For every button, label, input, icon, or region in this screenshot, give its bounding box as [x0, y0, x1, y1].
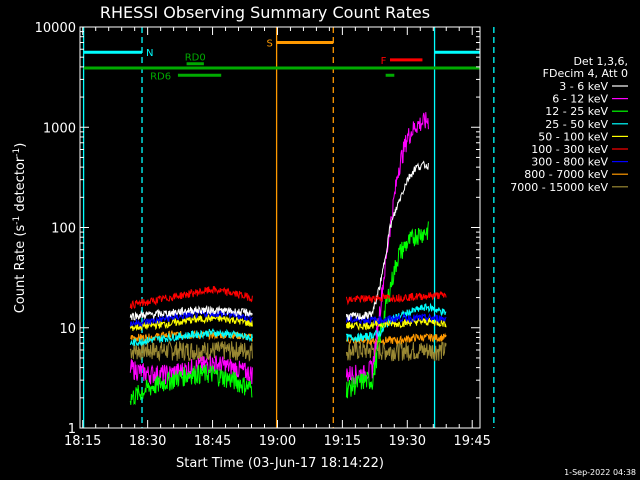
y-axis-label: Count Rate (s-1 detector-1) [12, 143, 28, 314]
x-tick-label-5: 19:30 [389, 434, 426, 449]
chart-title: RHESSI Observing Summary Count Rates [100, 3, 430, 22]
x-tick-label-3: 19:00 [259, 434, 296, 449]
y-tick-label-3: 1000 [43, 121, 76, 136]
x-tick-label-4: 19:15 [324, 434, 361, 449]
flag-label-5: RD0 [185, 53, 206, 64]
legend-header-1: FDecim 4, Att 0 [543, 67, 628, 80]
flag-label-3: F [381, 56, 387, 67]
y-axis-label-sup2: -1 [12, 148, 22, 157]
plot-layer: N S F RD0 RD6 [82, 27, 495, 428]
legend-label-5: 100 - 300 keV [531, 143, 608, 156]
series-line-3 [129, 302, 447, 347]
legend-label-1: 6 - 12 keV [552, 93, 608, 106]
legend-label-6: 300 - 800 keV [531, 156, 608, 169]
x-axis-label: Start Time (03-Jun-17 18:14:22) [176, 456, 384, 471]
x-tick-label-2: 18:45 [194, 434, 231, 449]
axes-layer: 18:15 18:30 18:45 19:00 19:15 19:30 19:45 1 10 10… [35, 21, 491, 449]
legend-label-4: 50 - 100 keV [538, 130, 608, 143]
y-axis-label-end: ) [13, 143, 28, 148]
series-line-1 [129, 112, 429, 385]
flag-label-2: S [266, 39, 272, 50]
legend-label-8: 7000 - 15000 keV [510, 181, 608, 194]
y-tick-label-1: 10 [59, 322, 76, 337]
y-tick-label-0: 1 [68, 422, 76, 437]
series-line-2 [129, 221, 429, 406]
legend-header-0: Det 1,3,6, [573, 55, 628, 68]
x-tick-label-6: 19:45 [453, 434, 490, 449]
legend-label-3: 25 - 50 keV [545, 118, 608, 131]
y-tick-label-2: 100 [51, 222, 76, 237]
series-line-0 [129, 160, 429, 322]
x-tick-label-0: 18:15 [64, 434, 101, 449]
y-axis-label-mid: detector [13, 156, 28, 216]
flag-label-0: N [146, 48, 153, 59]
series-line-4 [129, 314, 447, 332]
legend-label-2: 12 - 25 keV [545, 105, 608, 118]
x-tick-label-1: 18:30 [129, 434, 166, 449]
y-tick-label-4: 10000 [35, 21, 76, 36]
flag-label-6: RD6 [150, 71, 171, 82]
footer-timestamp: 1-Sep-2022 04:38 [564, 468, 636, 477]
series-line-8 [129, 340, 447, 362]
legend-label-0: 3 - 6 keV [559, 80, 608, 93]
legend-label-7: 800 - 7000 keV [524, 168, 608, 181]
series-line-5 [129, 286, 447, 310]
y-axis-label-sup1: -1 [12, 216, 22, 225]
y-axis-label-main: Count Rate (s [13, 225, 28, 314]
